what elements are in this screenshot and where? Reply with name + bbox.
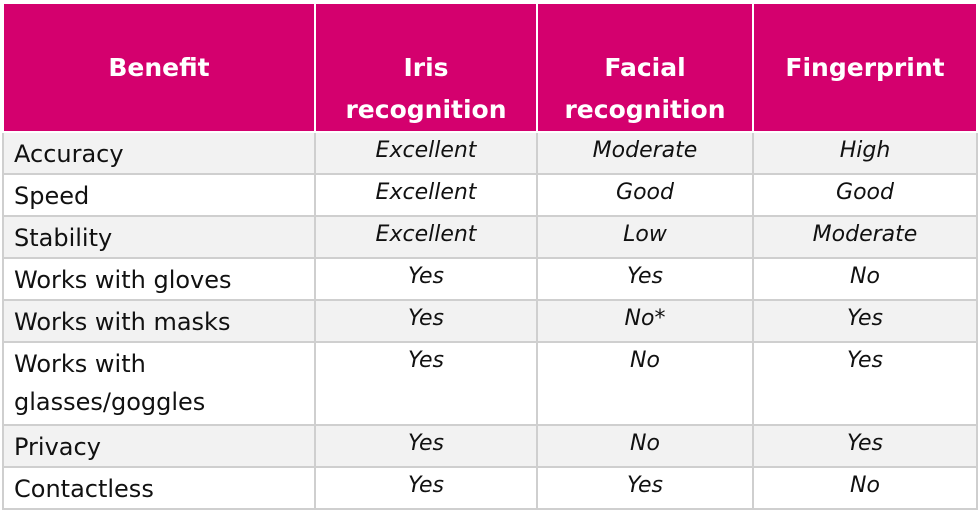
- row-benefit-label: Speed: [2, 173, 316, 217]
- cell-fingerprint: Moderate: [752, 215, 978, 259]
- comparison-table: Benefit Iris recognition Facial recognitio…: [2, 2, 978, 510]
- header-iris-line1: Iris: [403, 53, 449, 82]
- table-row: Works with glasses/goggles Yes No Yes: [2, 341, 978, 426]
- cell-facial: No: [536, 341, 754, 426]
- header-facial-line1: Facial: [604, 53, 686, 82]
- row-benefit-label: Works with gloves: [2, 257, 316, 301]
- row-benefit-label: Stability: [2, 215, 316, 259]
- cell-fingerprint: No: [752, 466, 978, 510]
- cell-iris: Yes: [314, 341, 538, 426]
- header-iris: Iris recognition: [314, 2, 538, 133]
- cell-facial: Yes: [536, 466, 754, 510]
- cell-fingerprint: No: [752, 257, 978, 301]
- cell-fingerprint: Yes: [752, 299, 978, 343]
- cell-facial: Moderate: [536, 131, 754, 175]
- header-facial: Facial recognition: [536, 2, 754, 133]
- cell-fingerprint: High: [752, 131, 978, 175]
- table-row: Accuracy Excellent Moderate High: [2, 131, 978, 175]
- cell-facial: No: [536, 424, 754, 468]
- cell-iris: Excellent: [314, 215, 538, 259]
- cell-facial: Low: [536, 215, 754, 259]
- row-benefit-label: Privacy: [2, 424, 316, 468]
- header-benefit: Benefit: [2, 2, 316, 133]
- cell-fingerprint: Good: [752, 173, 978, 217]
- cell-iris: Excellent: [314, 173, 538, 217]
- row-benefit-label: Works with glasses/goggles: [2, 341, 316, 426]
- row-benefit-label: Accuracy: [2, 131, 316, 175]
- cell-facial: Yes: [536, 257, 754, 301]
- table-row: Works with gloves Yes Yes No: [2, 257, 978, 301]
- header-fingerprint: Fingerprint: [752, 2, 978, 133]
- row-benefit-label: Contactless: [2, 466, 316, 510]
- cell-fingerprint: Yes: [752, 424, 978, 468]
- table-row: Contactless Yes Yes No: [2, 466, 978, 510]
- row-benefit-label-line1: Works with: [14, 350, 146, 378]
- table-row: Privacy Yes No Yes: [2, 424, 978, 468]
- header-facial-line2: recognition: [564, 95, 726, 124]
- cell-iris: Yes: [314, 257, 538, 301]
- cell-iris: Yes: [314, 424, 538, 468]
- cell-facial: No*: [536, 299, 754, 343]
- cell-fingerprint: Yes: [752, 341, 978, 426]
- table-row: Works with masks Yes No* Yes: [2, 299, 978, 343]
- table-row: Speed Excellent Good Good: [2, 173, 978, 217]
- cell-iris: Yes: [314, 466, 538, 510]
- cell-facial: Good: [536, 173, 754, 217]
- row-benefit-label: Works with masks: [2, 299, 316, 343]
- header-iris-line2: recognition: [345, 95, 507, 124]
- cell-iris: Excellent: [314, 131, 538, 175]
- table-row: Stability Excellent Low Moderate: [2, 215, 978, 259]
- header-row: Benefit Iris recognition Facial recognitio…: [2, 2, 978, 133]
- row-benefit-label-line2: glasses/goggles: [14, 388, 206, 416]
- cell-iris: Yes: [314, 299, 538, 343]
